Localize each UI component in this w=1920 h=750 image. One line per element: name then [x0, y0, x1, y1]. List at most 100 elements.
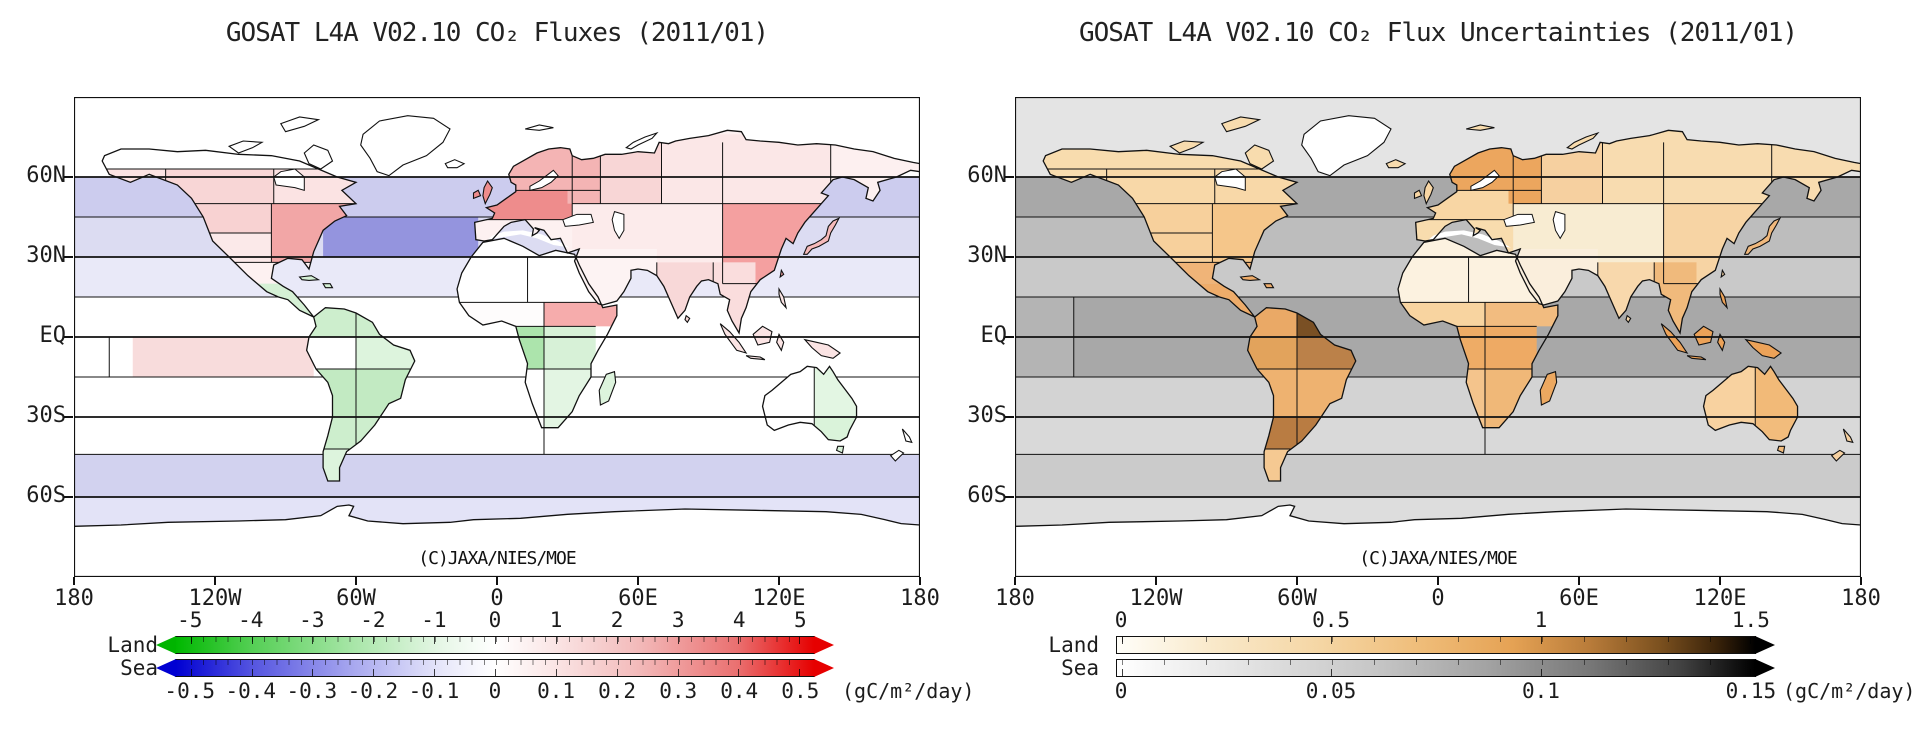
colorbar-tick-mark: [799, 669, 801, 676]
lat-tick-mark: [1005, 416, 1014, 418]
colorbar-tick-label: 5: [793, 608, 807, 632]
lon-axis-label: 60W: [336, 586, 376, 611]
colorbar-tick-label: 0: [488, 608, 502, 632]
colorbar-tick-label: 3: [671, 608, 685, 632]
colorbar-arrow-left-icon: [156, 636, 176, 654]
lat-tick-mark: [64, 176, 73, 178]
colorbar-minor-ticks: [190, 660, 800, 665]
colorbar-tick-label: 0.5: [1312, 608, 1350, 632]
colorbar-tick-label: 0: [1114, 679, 1128, 703]
lat-tick-mark: [1005, 176, 1014, 178]
colorbar-tick-label: 2: [610, 608, 624, 632]
colorbar-tick-mark: [677, 669, 679, 676]
colorbar-tick-mark: [251, 669, 253, 676]
colorbar-tick-mark: [1331, 637, 1333, 644]
colorbar-land-label: Land: [1048, 633, 1099, 657]
page-title: GOSAT L4A V02.10 CO₂ Fluxes (2011/01): [225, 18, 769, 48]
colorbar-sea-label: Sea: [1061, 656, 1099, 680]
colorbar-tick-mark: [616, 637, 618, 644]
colorbar-tick-label: 0.4: [720, 679, 759, 703]
colorbar-tick-mark: [434, 669, 436, 676]
colorbar-tick-label: 0: [488, 679, 502, 703]
colorbar-tick-mark: [190, 637, 192, 644]
colorbar-tick-mark: [373, 637, 375, 644]
lat-tick-mark: [64, 416, 73, 418]
flux-map-svg: [74, 97, 920, 577]
colorbar-tick-mark: [1122, 637, 1124, 644]
colorbar-land-bar: [1116, 636, 1775, 654]
lon-axis-label: 120E: [752, 586, 806, 611]
colorbar-arrow-right-icon: [814, 636, 834, 654]
lon-axis-label: 60W: [1277, 586, 1317, 611]
colorbar-sea-bar: [156, 659, 834, 677]
colorbar-tick-label: -0.5: [164, 679, 216, 703]
lat-axis-label: 60N: [967, 163, 1007, 188]
colorbar-tick-mark: [312, 637, 314, 644]
colorbar-tick-label: 0.5: [781, 679, 820, 703]
colorbar-sea-bar: [1116, 659, 1775, 677]
colorbar-tick-label: 0.1: [1521, 679, 1560, 703]
lat-tick-mark: [1005, 336, 1014, 338]
colorbar-tick-label: -4: [238, 608, 264, 632]
colorbar-tick-mark: [495, 669, 496, 676]
colorbar-tick-mark: [1122, 669, 1124, 676]
uncertainty-map-svg: [1015, 97, 1861, 577]
lat-tick-mark: [64, 256, 73, 258]
lat-axis-label: 60S: [967, 483, 1007, 508]
lon-tick-mark: [496, 577, 498, 585]
lon-tick-mark: [1437, 577, 1439, 585]
colorbar-tick-mark: [555, 637, 557, 644]
lon-axis-label: 180: [995, 586, 1035, 611]
lat-axis-label: EQ: [980, 323, 1008, 348]
colorbar-tick-mark: [738, 669, 740, 676]
lon-axis-label: 0: [1431, 586, 1445, 611]
colorbar-tick-label: -0.3: [286, 679, 338, 703]
colorbar-tick-mark: [495, 637, 496, 644]
lon-axis-label: 0: [490, 586, 504, 611]
colorbar-arrow-right-icon: [1755, 636, 1775, 654]
lat-axis-label: 30S: [967, 403, 1007, 428]
colorbar-sea-ticks: 0 0.05 0.1 0.15: [1114, 679, 1776, 703]
colorbar-tick-label: -1: [421, 608, 447, 632]
colorbar-tick-mark: [434, 637, 436, 644]
colorbar-tick-label: 1.5: [1731, 608, 1770, 632]
lon-tick-mark: [778, 577, 780, 585]
colorbar-tick-label: 0.05: [1305, 679, 1357, 703]
colorbar-arrow-right-icon: [1755, 659, 1775, 677]
lon-axis-label: 120W: [1129, 586, 1183, 611]
copyright-credit: (C)JAXA/NIES/MOE: [1359, 548, 1517, 569]
colorbar-tick-label: 0: [1114, 608, 1128, 632]
lat-tick-mark: [64, 496, 73, 498]
lon-axis-label: 180: [54, 586, 94, 611]
colorbar-tick-mark: [738, 637, 740, 644]
colorbar-tick-mark: [190, 669, 192, 676]
lon-axis-label: 120E: [1693, 586, 1747, 611]
lon-tick-mark: [214, 577, 216, 585]
lon-tick-mark: [637, 577, 639, 585]
colorbar-tick-label: -0.4: [225, 679, 277, 703]
lat-axis-label: 30S: [26, 403, 66, 428]
colorbar-arrow-left-icon: [156, 659, 176, 677]
colorbar-tick-mark: [799, 637, 801, 644]
lon-tick-mark: [355, 577, 357, 585]
colorbar-tick-label: -2: [360, 608, 386, 632]
uncertainty-panel: GOSAT L4A V02.10 CO₂ Flux Uncertainties …: [967, 0, 1915, 750]
colorbar-tick-label: -0.1: [408, 679, 460, 703]
colorbar-minor-ticks: [1122, 660, 1750, 665]
lon-tick-mark: [1719, 577, 1721, 585]
lon-axis-label: 60E: [1559, 586, 1599, 611]
colorbar-tick-label: 0.2: [598, 679, 637, 703]
colorbar-land-bar: [156, 636, 834, 654]
colorbar-tick-mark: [677, 637, 679, 644]
colorbar-tick-label: 1: [1534, 608, 1548, 632]
colorbar-tick-mark: [1540, 637, 1542, 644]
lat-axis-label: 60S: [26, 483, 66, 508]
colorbar-arrow-right-icon: [814, 659, 834, 677]
uncertainty-world-map: (C)JAXA/NIES/MOE: [1015, 97, 1861, 577]
colorbar-tick-mark: [555, 669, 557, 676]
colorbar-land-ticks: 0 0.5 1 1.5: [1114, 608, 1770, 632]
colorbar-tick-label: 0.1: [537, 679, 576, 703]
colorbar-land-ticks: -5 -4 -3 -2 -1 0 1 2 3 4 5: [175, 608, 815, 632]
lon-tick-mark: [1296, 577, 1298, 585]
lat-axis-label: 60N: [26, 163, 66, 188]
